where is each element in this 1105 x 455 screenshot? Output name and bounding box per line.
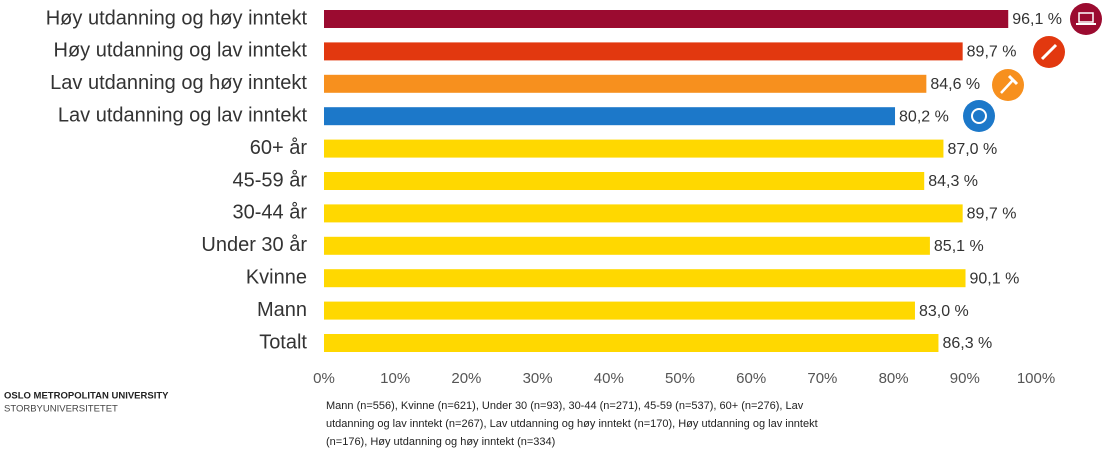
footnote: (n=176), Høy utdanning og høy inntekt (n… bbox=[326, 436, 555, 448]
x-tick-label: 10% bbox=[380, 370, 410, 387]
icon-plate-glyph bbox=[971, 108, 987, 124]
y-tick-label: Høy utdanning og lav inntekt bbox=[54, 40, 308, 62]
icon-laptop bbox=[1070, 3, 1102, 35]
bar bbox=[324, 269, 966, 288]
icon-hammer-glyph bbox=[1000, 79, 1014, 94]
bar bbox=[324, 204, 963, 223]
x-tick-label: 90% bbox=[950, 370, 980, 387]
value-label: 84,6 % bbox=[930, 76, 980, 93]
bar bbox=[324, 10, 1009, 28]
value-label: 80,2 % bbox=[899, 108, 949, 125]
icon-laptop-glyph bbox=[1078, 12, 1094, 23]
value-label: 84,3 % bbox=[928, 173, 978, 190]
y-tick-label: 60+ år bbox=[250, 137, 308, 159]
logo-name: OSLO METROPOLITAN UNIVERSITY bbox=[4, 391, 169, 402]
x-tick-label: 70% bbox=[807, 370, 837, 387]
bar bbox=[324, 139, 944, 158]
bar bbox=[324, 107, 896, 126]
icon-syringe-glyph bbox=[1040, 43, 1058, 61]
bar bbox=[324, 236, 930, 255]
y-tick-label: Lav utdanning og høy inntekt bbox=[50, 72, 307, 94]
value-label: 86,3 % bbox=[942, 335, 992, 352]
value-label: 85,1 % bbox=[934, 238, 984, 255]
value-label: 89,7 % bbox=[967, 44, 1017, 61]
y-tick-label: Kvinne bbox=[246, 266, 307, 288]
value-label: 90,1 % bbox=[970, 270, 1020, 287]
x-tick-label: 100% bbox=[1017, 370, 1055, 387]
value-label: 83,0 % bbox=[919, 303, 969, 320]
y-tick-label: Mann bbox=[257, 299, 307, 321]
value-label: 96,1 % bbox=[1012, 11, 1062, 28]
bar bbox=[324, 172, 925, 190]
value-label: 87,0 % bbox=[947, 141, 997, 158]
bar bbox=[324, 74, 927, 93]
x-tick-label: 50% bbox=[665, 370, 695, 387]
bar bbox=[324, 301, 915, 320]
y-tick-label: Høy utdanning og høy inntekt bbox=[46, 7, 308, 29]
value-label: 89,7 % bbox=[967, 206, 1017, 223]
x-tick-label: 80% bbox=[879, 370, 909, 387]
icons bbox=[963, 3, 1102, 132]
x-tick-label: 0% bbox=[313, 370, 335, 387]
footnote: utdanning og lav inntekt (n=267), Lav ut… bbox=[326, 418, 818, 430]
y-tick-label: 30-44 år bbox=[233, 202, 308, 224]
bar bbox=[324, 334, 939, 352]
footnote: Mann (n=556), Kvinne (n=621), Under 30 (… bbox=[326, 400, 804, 412]
y-tick-label: Under 30 år bbox=[201, 234, 307, 256]
icon-plate bbox=[963, 100, 995, 132]
x-tick-label: 60% bbox=[736, 370, 766, 387]
y-tick-label: 45-59 år bbox=[233, 169, 308, 191]
x-tick-label: 40% bbox=[594, 370, 624, 387]
bar bbox=[324, 42, 963, 61]
y-tick-label: Lav utdanning og lav inntekt bbox=[58, 104, 308, 126]
logo-subtitle: STORBYUNIVERSITETET bbox=[4, 404, 118, 415]
x-tick-label: 20% bbox=[451, 370, 481, 387]
y-tick-label: Totalt bbox=[259, 331, 307, 353]
x-tick-label: 30% bbox=[523, 370, 553, 387]
icon-hammer-head bbox=[1007, 74, 1019, 86]
